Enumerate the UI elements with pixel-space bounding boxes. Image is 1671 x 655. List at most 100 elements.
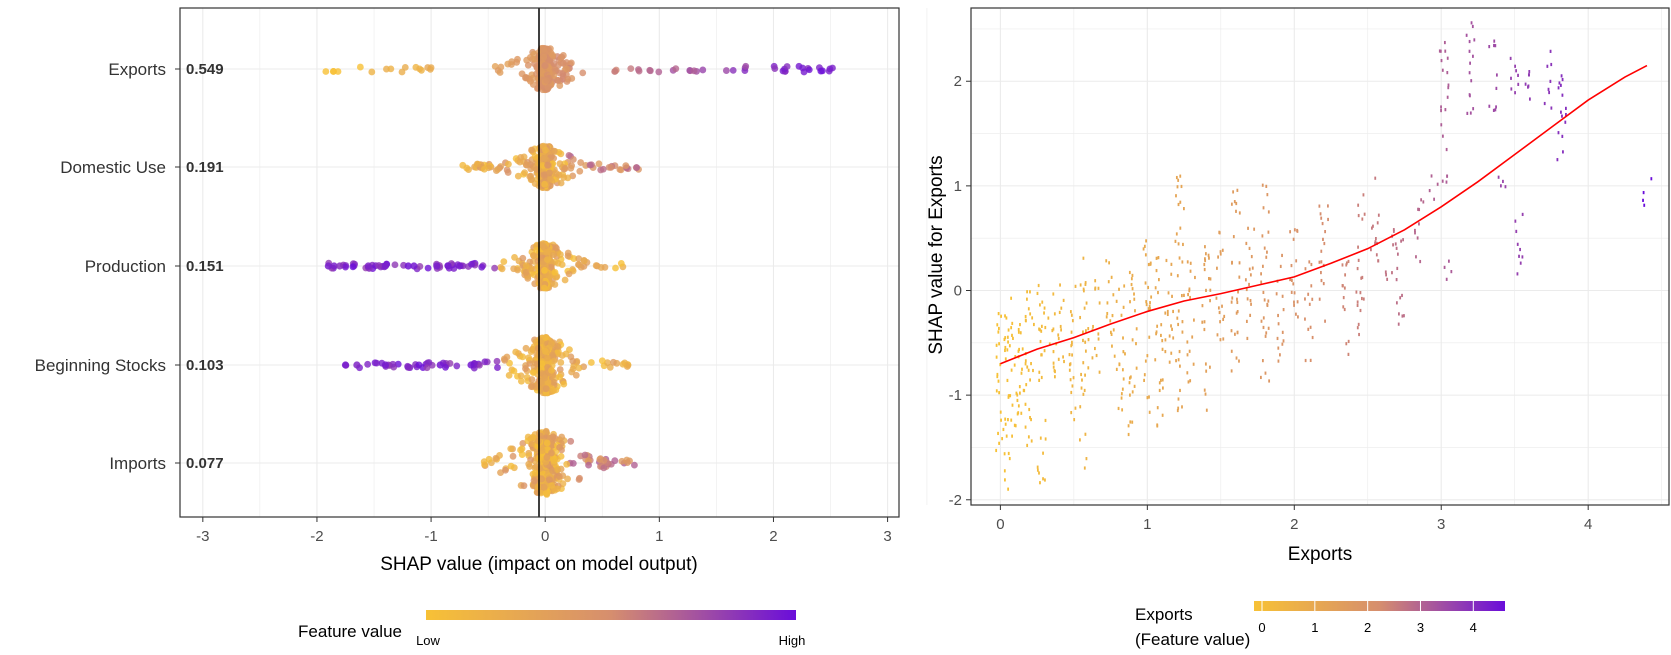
dependence-cluster [1414,198,1425,264]
dependence-point [1189,269,1192,273]
dependence-point [1079,405,1082,409]
dependence-point [1144,281,1147,285]
shap-point [556,443,563,451]
x-tick-label: 3 [1437,516,1445,533]
dependence-point [1014,355,1017,359]
dependence-point [1105,315,1108,319]
shap-point [510,265,518,273]
shap-point [485,455,493,463]
dependence-point [1499,184,1502,188]
dependence-point [1036,291,1039,296]
x-tick-label: -1 [424,528,437,545]
dependence-point [1356,326,1359,330]
shap-point [530,252,537,260]
dependence-point [1363,212,1366,216]
dependence-point [1311,335,1314,340]
dependence-cluster [1259,183,1271,383]
shap-point [334,68,342,75]
dependence-point [1374,176,1377,180]
shap-point [539,241,546,249]
dependence-point [1561,93,1564,97]
shap-point [544,354,551,362]
dependence-point [1024,425,1027,429]
dependence-point [1057,333,1060,337]
shap-point [527,77,534,85]
dependence-point [1149,301,1151,305]
dependence-point [1323,241,1326,246]
dependence-point [1307,292,1310,296]
dependence-point [1262,290,1265,295]
shap-point [548,482,556,489]
shap-point [557,54,565,62]
dependence-point [1466,111,1469,115]
dependence-point [1236,297,1238,301]
dependence-point [1150,295,1153,299]
shap-point [353,361,361,369]
shap-point [527,348,535,356]
dependence-point [1149,262,1152,266]
dependence-point [1135,342,1137,346]
dependence-point [1038,378,1041,382]
dependence-point [1043,306,1046,310]
dependence-point [1121,387,1124,391]
dependence-point [1556,158,1559,162]
shap-point [525,460,533,468]
dependence-legend: Exports (Feature value) 0 1 2 3 4 [1135,601,1505,649]
dependence-point [1445,147,1448,152]
dependence-point [1131,420,1134,424]
shap-point [565,270,573,278]
dependence-point [1060,306,1063,310]
shap-point [622,162,630,170]
dependence-point [1043,311,1045,315]
dependence-point [1219,252,1222,256]
dependence-y-axis-title: SHAP value for Exports [926,155,947,354]
dependence-point [1246,336,1249,341]
dependence-point [1094,279,1097,283]
dependence-point [1347,259,1350,264]
dependence-point [1041,300,1044,304]
dependence-point [1304,358,1307,363]
trend-line [1000,64,1648,365]
dependence-point [1249,313,1252,317]
dependence-point [1000,418,1002,422]
dependence-point [1081,378,1083,382]
dependence-point [1550,62,1553,67]
dependence-point [1003,452,1006,456]
dependence-point [1548,90,1551,95]
dependence-point [1235,311,1238,315]
dependence-point [1063,359,1065,364]
shap-point [519,353,527,361]
dependence-point [1377,259,1380,263]
dependence-cluster [1057,283,1065,364]
x-tick-label: 3 [883,528,891,545]
dependence-point [1118,362,1121,366]
dependence-point [1321,221,1324,226]
dependence-point [1251,266,1254,270]
shap-point [567,437,575,445]
shap-point [543,256,551,264]
dependence-point [1516,242,1519,246]
dependence-point [1472,54,1474,58]
dependence-point [1017,404,1020,408]
dependence-point [1030,361,1032,366]
dependence-point [1018,385,1021,389]
dependence-point [998,391,1001,395]
dependence-point [1216,333,1219,337]
dependence-point [1395,278,1398,282]
dependence-point [1295,312,1297,316]
dependence-point [1170,324,1172,328]
dependence-point [1024,359,1027,363]
legend-tick-label: 2 [1364,620,1371,635]
dependence-point [1250,302,1252,306]
dependence-point [1234,332,1236,336]
dependence-point [1561,114,1563,118]
dependence-point [1161,386,1164,390]
dependence-point [1230,349,1233,353]
dependence-point [1177,397,1180,401]
dependence-point [1345,261,1348,265]
shap-point [509,452,517,460]
shap-point [522,268,530,276]
dependence-cluster [1105,259,1116,358]
dependence-point [1044,437,1047,441]
